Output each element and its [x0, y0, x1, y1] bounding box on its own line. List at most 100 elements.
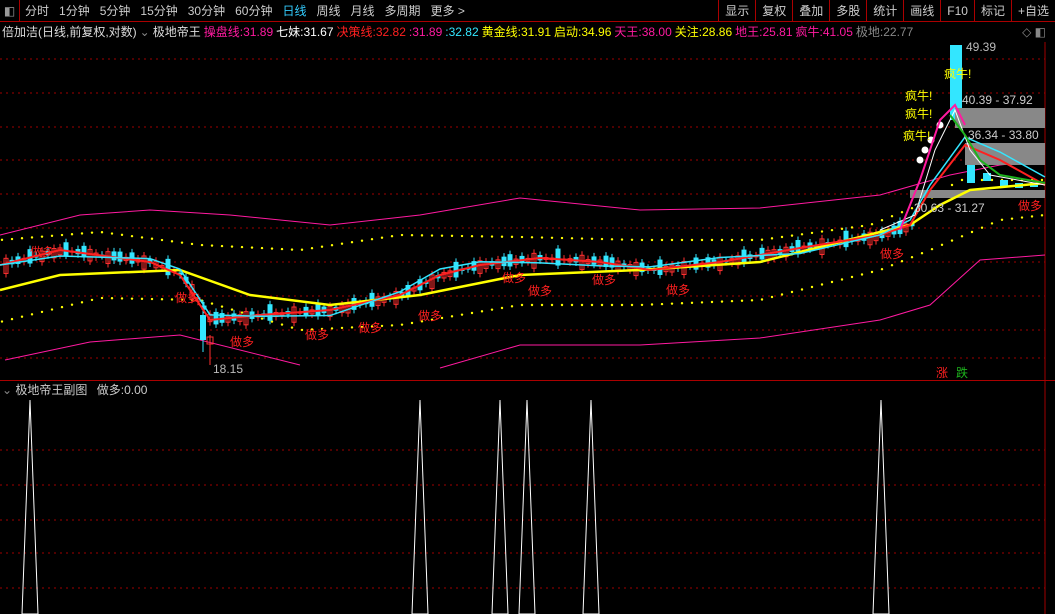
dotted-line-point — [970, 230, 974, 234]
layout-toggle-icon[interactable]: ◧ — [0, 0, 20, 22]
chart-tools: ◇ ◧ — [1022, 23, 1052, 41]
lower-band — [4, 334, 301, 366]
toolbar-button[interactable]: 统计 — [866, 0, 903, 22]
toolbar-button[interactable]: F10 — [940, 0, 974, 22]
up-label: 涨 — [936, 365, 948, 380]
dotted-line-point — [410, 234, 414, 237]
dotted-line-point — [860, 224, 864, 228]
period-toolbar: ◧ 分时 1分钟 5分钟 15分钟 30分钟 60分钟 日线 周线 月线 多周期 更多 > 显示 复权… — [0, 0, 1055, 22]
dotted-line-point — [150, 297, 154, 301]
dotted-line-point — [940, 243, 944, 247]
dotted-line-point — [10, 237, 14, 241]
dotted-line-point — [300, 328, 304, 332]
legend-value: 28.86 — [702, 25, 733, 39]
legend-label: 关注: — [674, 25, 703, 39]
candle-body — [141, 255, 147, 270]
period-tab[interactable]: 60分钟 — [235, 3, 273, 18]
dotted-line-point — [1040, 178, 1044, 182]
dotted-line-point — [870, 223, 874, 226]
candle-body — [63, 242, 69, 256]
toolbar-button[interactable]: +自选 — [1010, 0, 1055, 22]
indicator-name[interactable]: 极地帝王 — [152, 25, 201, 39]
period-tab[interactable]: 月线 — [350, 3, 375, 18]
dotted-line-point — [480, 310, 484, 313]
dotted-line-point — [430, 318, 434, 321]
legend-label: 天王: — [614, 25, 642, 39]
bull-signal-label: 疯牛! — [903, 128, 930, 143]
dotted-line-point — [400, 233, 404, 237]
dotted-line-point — [320, 245, 324, 248]
toolbar-button[interactable]: 标记 — [973, 0, 1011, 22]
period-tab[interactable]: 15分钟 — [140, 3, 178, 18]
period-tab[interactable]: 周线 — [316, 3, 341, 18]
dotted-line-point — [820, 283, 824, 286]
dotted-line-point — [230, 245, 234, 248]
toolbar-button[interactable]: 画线 — [903, 0, 940, 22]
dotted-line-point — [640, 238, 644, 242]
dotted-line-point — [980, 178, 984, 182]
dotted-line-point — [700, 301, 704, 304]
dotted-line-point — [690, 301, 694, 305]
dotted-line-point — [180, 298, 184, 301]
legend-value: 32.82 — [448, 25, 479, 39]
dotted-line-point — [380, 324, 384, 328]
legend-value: 31.67 — [303, 25, 334, 39]
period-tab[interactable]: 30分钟 — [187, 3, 226, 18]
legend-value: 34.96 — [581, 25, 612, 39]
dotted-line-point — [60, 233, 64, 237]
candle-body — [967, 165, 975, 183]
period-tab[interactable]: 日线 — [282, 3, 307, 18]
dotted-line-point — [160, 238, 164, 242]
dotted-line-point — [840, 227, 844, 231]
legend-value: 41.05 — [822, 25, 853, 39]
dotted-line-point — [490, 308, 494, 311]
legend-label: 启动: — [554, 25, 582, 39]
toolbar-button[interactable]: 多股 — [829, 0, 866, 22]
dotted-line-point — [180, 241, 184, 244]
dotted-line-point — [860, 273, 864, 276]
period-tab[interactable]: 分时 — [25, 3, 50, 18]
dotted-line-point — [80, 301, 84, 304]
signal-spike — [21, 399, 39, 614]
low-price-label: 18.15 — [213, 362, 243, 376]
candle-body — [267, 304, 273, 321]
signal-spike — [872, 399, 890, 614]
dotted-line-point — [780, 293, 784, 296]
dotted-line-point — [960, 178, 964, 182]
dotted-line-point — [580, 237, 584, 240]
zone-label: 30.63 - 31.27 — [914, 201, 985, 215]
collapse-icon[interactable]: ⌄ — [2, 383, 13, 397]
dotted-line-point — [660, 302, 664, 306]
dotted-line-point — [770, 237, 774, 240]
period-tab[interactable]: 多周期 — [384, 3, 421, 18]
panel-toggle-icon[interactable]: ◧ — [1034, 25, 1046, 39]
dotted-line-point — [1000, 218, 1004, 221]
dotted-line-point — [820, 230, 824, 233]
period-tab[interactable]: 更多 > — [430, 3, 465, 18]
candle-body — [477, 260, 483, 274]
toolbar-button[interactable]: 复权 — [755, 0, 792, 22]
dotted-line-point — [120, 297, 124, 300]
dotted-line-point — [670, 302, 674, 305]
legend-value: 31.89 — [243, 25, 274, 39]
dotted-line-point — [350, 326, 354, 329]
period-tab[interactable]: 5分钟 — [99, 3, 131, 18]
period-tab[interactable]: 1分钟 — [59, 3, 90, 18]
decision-line — [0, 143, 1046, 322]
candle-body — [51, 247, 57, 259]
dotted-line-point — [800, 233, 804, 236]
dotted-line-point — [20, 315, 24, 318]
toolbar-button[interactable]: 显示 — [718, 0, 755, 22]
dotted-line-point — [420, 234, 424, 237]
dotted-line-point — [270, 320, 274, 323]
dotted-line-point — [130, 234, 134, 238]
dotted-line-point — [140, 297, 144, 301]
toolbar-button[interactable]: 叠加 — [792, 0, 829, 22]
legend-item: 关注:28.86 — [675, 23, 732, 41]
down-label: 跌 — [956, 365, 968, 380]
indicator-dropdown-icon[interactable]: ⌄ — [139, 25, 150, 39]
diamond-icon[interactable]: ◇ — [1022, 25, 1032, 39]
dotted-line-point — [290, 326, 294, 329]
legend-item: 启动:34.96 — [554, 23, 611, 41]
